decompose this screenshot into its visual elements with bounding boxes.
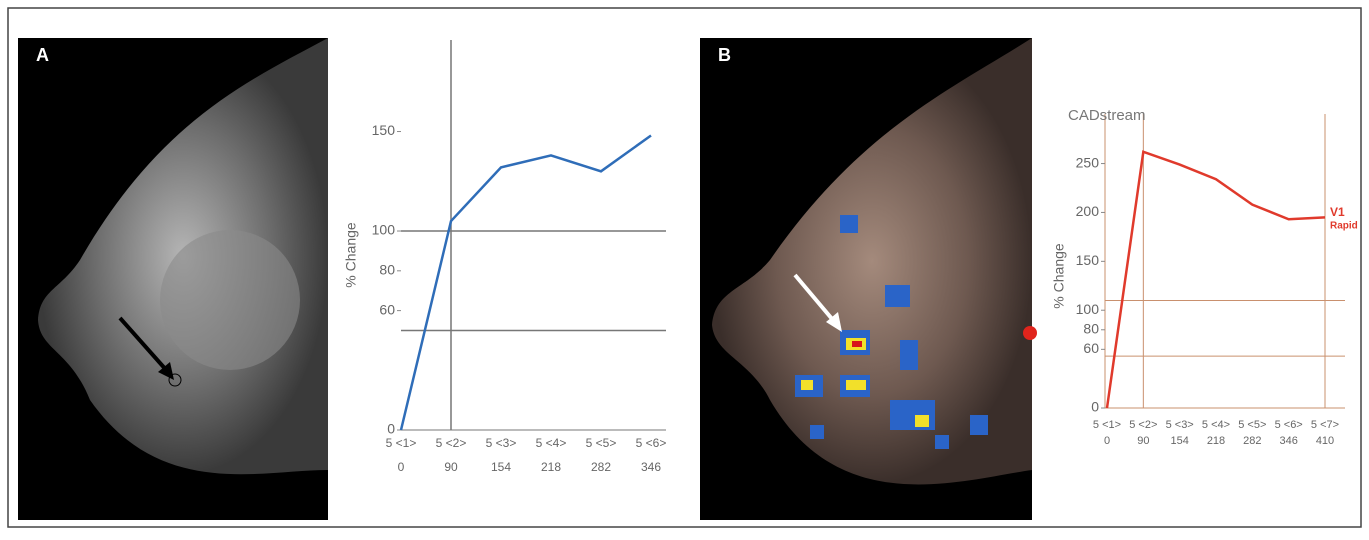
- x-tick-label: 5 <4>: [536, 436, 567, 450]
- x-tick-label: 5 <5>: [1238, 419, 1266, 431]
- panel-label: A: [36, 45, 49, 65]
- x-tick-sublabel: 218: [1207, 435, 1225, 447]
- panel-label: B: [718, 45, 731, 65]
- x-tick-label: 5 <2>: [1129, 419, 1157, 431]
- x-tick-sublabel: 346: [641, 460, 661, 474]
- annotation: Rapid: [1330, 221, 1358, 232]
- mri-image-a: [18, 38, 328, 520]
- mri-image-b: [700, 38, 1037, 520]
- x-tick-label: 5 <5>: [586, 436, 617, 450]
- y-tick-label: 100: [372, 222, 396, 238]
- x-tick-sublabel: 410: [1316, 435, 1334, 447]
- x-tick-sublabel: 90: [1137, 435, 1149, 447]
- x-tick-label: 5 <1>: [1093, 419, 1121, 431]
- x-tick-sublabel: 218: [541, 460, 561, 474]
- y-tick-label: 150: [372, 122, 396, 138]
- y-tick-label: 250: [1076, 154, 1100, 170]
- y-tick-label: 100: [1076, 301, 1100, 317]
- x-tick-sublabel: 154: [1170, 435, 1188, 447]
- x-tick-label: 5 <3>: [486, 436, 517, 450]
- y-tick-label: 80: [1083, 320, 1099, 336]
- y-tick-label: 0: [1091, 399, 1099, 415]
- x-tick-sublabel: 0: [398, 460, 405, 474]
- y-axis-label: % Change: [343, 222, 359, 288]
- annotation: V1: [1330, 205, 1345, 219]
- x-tick-sublabel: 154: [491, 460, 511, 474]
- x-tick-label: 5 <7>: [1311, 419, 1339, 431]
- page: {"panels": [{"label": "A"}, {"label": "B…: [0, 0, 1369, 540]
- y-tick-label: 200: [1076, 203, 1100, 219]
- y-tick-label: 60: [1083, 340, 1099, 356]
- chart-title: CADstream: [1068, 107, 1146, 124]
- y-tick-label: 80: [379, 262, 395, 278]
- x-tick-label: 5 <6>: [636, 436, 667, 450]
- x-tick-label: 5 <2>: [436, 436, 467, 450]
- x-tick-label: 5 <6>: [1275, 419, 1303, 431]
- x-tick-label: 5 <3>: [1166, 419, 1194, 431]
- figure: A B 060801001505 <1>05 <2>905 <3>1545 <4…: [0, 0, 1369, 535]
- x-tick-sublabel: 0: [1104, 435, 1110, 447]
- x-tick-label: 5 <4>: [1202, 419, 1230, 431]
- x-tick-label: 5 <1>: [386, 436, 417, 450]
- x-tick-sublabel: 346: [1279, 435, 1297, 447]
- x-tick-sublabel: 90: [444, 460, 458, 474]
- y-tick-label: 0: [387, 421, 395, 437]
- x-tick-sublabel: 282: [591, 460, 611, 474]
- x-tick-sublabel: 282: [1243, 435, 1261, 447]
- y-axis-label: % Change: [1051, 243, 1067, 309]
- y-tick-label: 60: [379, 301, 395, 317]
- y-tick-label: 150: [1076, 252, 1100, 268]
